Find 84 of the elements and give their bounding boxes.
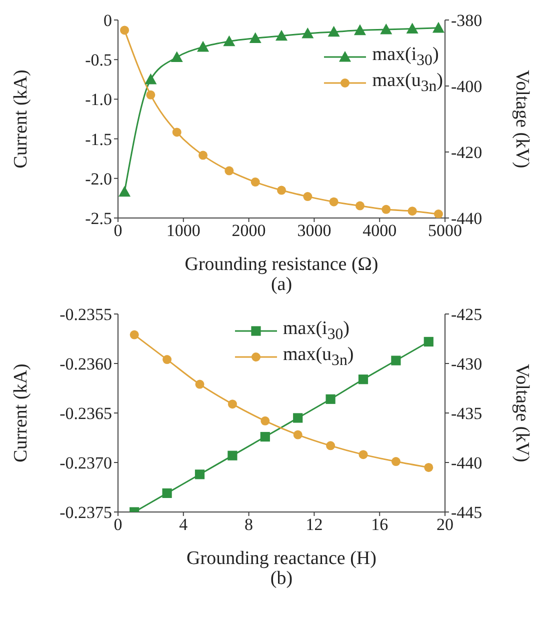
point [302,27,314,38]
point [303,192,312,202]
point [406,22,418,34]
y-tick-label: -1.5 [85,130,112,149]
text: (b) [269,568,294,590]
point [223,35,236,46]
y-tick-label: -0.2365 [60,404,112,424]
point [434,210,443,218]
y-tick-label: 0 [104,11,112,30]
x-tick-label: 2000 [232,221,266,240]
point [382,204,391,214]
point [424,462,434,472]
x-tick-label: 20 [436,515,454,534]
point [354,24,366,36]
point [358,374,368,384]
point [118,186,131,197]
point [391,356,401,366]
y-tick-label: -0.5 [85,50,112,70]
y-tick-label: -0.2375 [60,503,112,522]
point [249,32,262,44]
point [276,30,288,41]
y-tick-label: -2.0 [85,169,112,188]
point [424,336,434,347]
legend-label: max(u$_{3n}$) [283,344,354,370]
point [432,22,444,33]
x-axis-title: Grounding reactance (H) [186,548,376,569]
y-tick-label: -0.2355 [60,305,112,324]
point [293,413,303,423]
y-tick-label: -0.2360 [60,354,112,374]
point [224,166,234,176]
point [328,26,340,37]
point [408,206,417,216]
x-tick-label: 1000 [166,221,200,240]
x-tick-label: 4000 [362,221,397,240]
point [172,128,182,137]
y2-tick-label: -420 [451,143,482,162]
y2-tick-label: -425 [451,305,482,324]
point [170,51,183,62]
point [146,90,156,100]
point [162,488,172,498]
x-tick-label: 8 [244,515,254,534]
y2-tick-label: -430 [451,354,482,374]
x-tick-label: 16 [371,515,388,534]
y2-axis-title: Voltage (kV) [511,364,532,462]
point [326,394,336,404]
point [250,178,260,187]
point [358,450,368,460]
y-axis-title: Current (kA) [10,70,32,168]
point [355,201,364,210]
legend-label: max(i$_{30}$) [372,44,439,70]
point [194,470,205,480]
point [391,457,400,466]
y2-axis-title: Voltage (kV) [511,70,532,168]
point [195,380,204,389]
x-tick-label: 4 [179,515,188,534]
point [380,24,392,34]
y2-tick-label: -400 [451,77,482,96]
x-tick-label: 3000 [297,221,332,240]
y2-tick-label: -440 [451,454,482,473]
legend-label: max(u$_{3n}$) [372,70,443,96]
point [260,432,270,442]
point [130,330,139,340]
y-axis-title: Current (kA) [10,364,32,462]
y-tick-label: -0.2370 [60,454,112,473]
point [329,197,338,206]
x-axis-title: Grounding resistance (Ω) [184,254,378,275]
point [144,73,157,84]
text: (a) [270,274,294,296]
point [120,26,130,35]
y-tick-label: -2.5 [85,209,112,228]
point [198,150,208,160]
point [260,416,270,426]
point [162,355,172,364]
point [326,441,336,450]
point [197,40,210,52]
point [228,450,238,460]
y2-tick-label: -380 [451,11,482,30]
y-tick-label: -1.0 [85,90,112,110]
point [293,430,302,440]
y2-tick-label: -435 [451,404,482,424]
point [228,400,237,409]
x-tick-label: 12 [306,515,323,534]
point [277,186,286,195]
legend-label: max(i$_{30}$) [283,318,350,344]
